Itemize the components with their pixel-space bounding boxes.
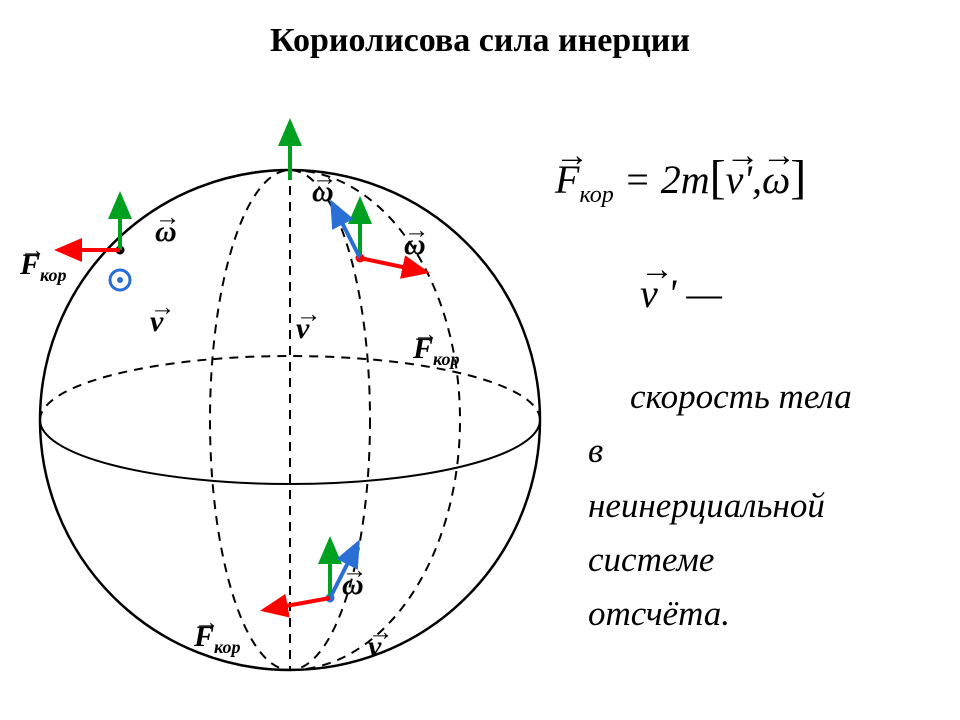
diagram-label-A-F: Fкор bbox=[20, 248, 66, 286]
vprime-symbol: v bbox=[640, 270, 658, 317]
coriolis-formula: Fкор = 2m[v',ω] bbox=[555, 150, 806, 209]
diagram-label-B-F: Fкор bbox=[413, 332, 459, 370]
formula-F-sub: кор bbox=[579, 182, 613, 208]
diagram-label-C-F: Fкор bbox=[194, 620, 240, 658]
diagram-label-A-omega: ω bbox=[155, 215, 177, 249]
diagram-label-B-v: v bbox=[296, 312, 309, 346]
diagram-label-C-v: v bbox=[368, 630, 381, 664]
diagram-label-C-omega: ω bbox=[342, 568, 364, 602]
diagram-label-A-v: v bbox=[150, 305, 163, 339]
formula-v: v bbox=[726, 156, 744, 203]
sphere-diagram bbox=[10, 80, 580, 720]
diagram-label-top-omega: ω bbox=[312, 175, 334, 209]
formula-eq2m: = 2m bbox=[624, 157, 710, 202]
diagram-label-B-omega: ω bbox=[404, 228, 426, 262]
definition-text: скорость тела в неинерциальной системе о… bbox=[588, 370, 852, 641]
page-title: Кориолисова сила инерции bbox=[0, 22, 960, 60]
vprime-def: v ' — bbox=[640, 270, 722, 317]
formula-omega: ω bbox=[762, 156, 790, 203]
